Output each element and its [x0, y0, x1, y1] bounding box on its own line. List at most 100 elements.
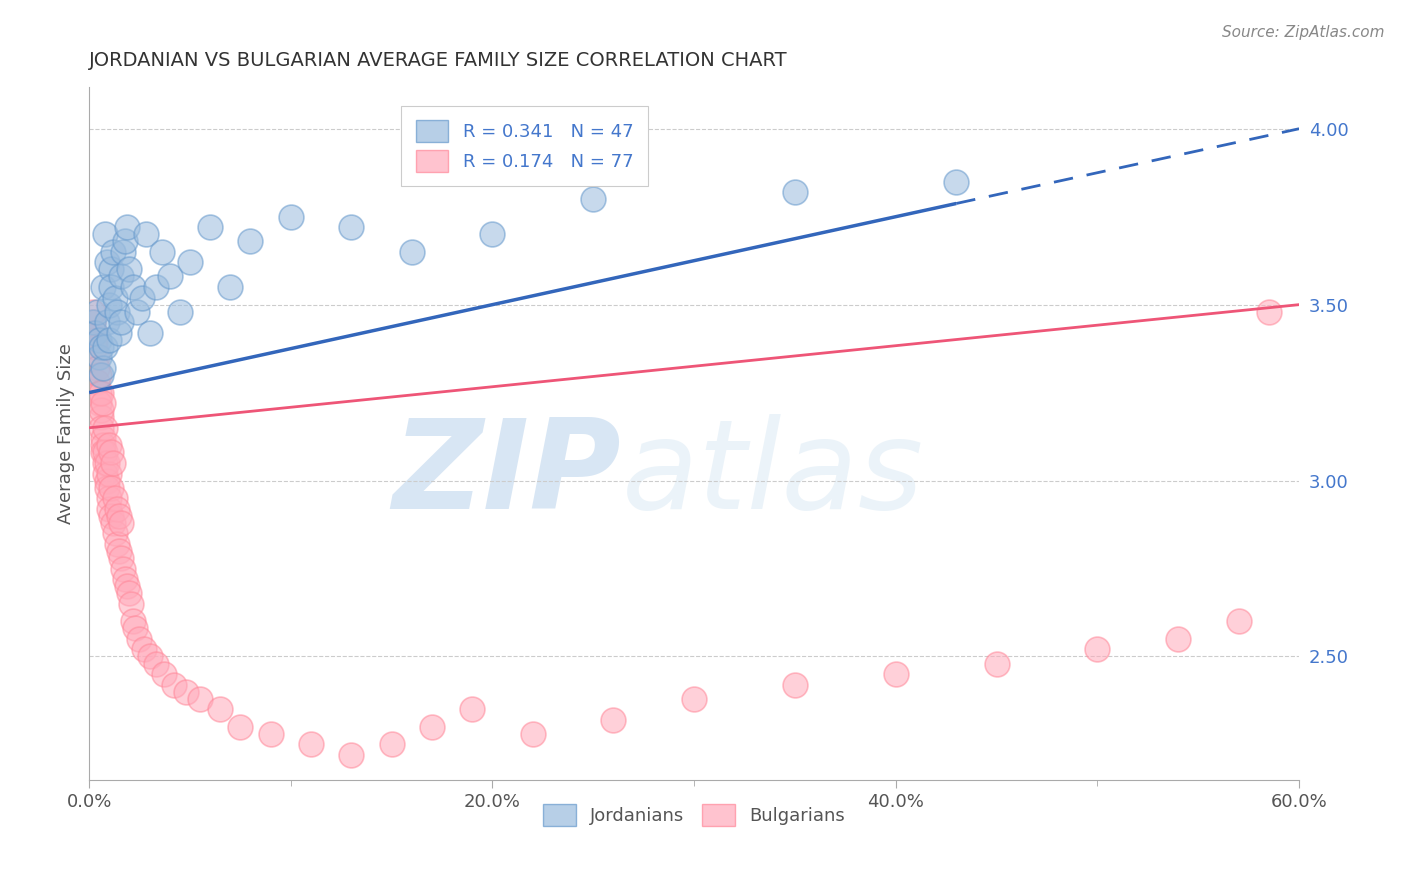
Point — [104, 291, 127, 305]
Point — [114, 235, 136, 249]
Point — [90, 368, 112, 382]
Legend: Jordanians, Bulgarians: Jordanians, Bulgarians — [536, 797, 852, 833]
Point — [100, 508, 122, 523]
Point — [94, 445, 117, 459]
Point — [94, 467, 117, 481]
Point — [108, 544, 131, 558]
Point — [103, 456, 125, 470]
Text: ZIP: ZIP — [392, 414, 621, 535]
Point — [80, 326, 103, 340]
Point — [219, 280, 242, 294]
Point — [110, 551, 132, 566]
Point — [150, 244, 173, 259]
Point — [105, 501, 128, 516]
Point — [122, 615, 145, 629]
Point — [98, 438, 121, 452]
Point — [96, 255, 118, 269]
Point — [90, 403, 112, 417]
Point — [461, 702, 484, 716]
Point — [1257, 304, 1279, 318]
Point — [239, 235, 262, 249]
Point — [114, 572, 136, 586]
Point — [986, 657, 1008, 671]
Point — [120, 597, 142, 611]
Point — [159, 269, 181, 284]
Point — [98, 333, 121, 347]
Point — [82, 304, 104, 318]
Point — [1087, 642, 1109, 657]
Point — [188, 691, 211, 706]
Point — [340, 747, 363, 762]
Point — [94, 227, 117, 242]
Point — [110, 516, 132, 530]
Point — [105, 537, 128, 551]
Point — [84, 340, 107, 354]
Point — [259, 727, 281, 741]
Point — [117, 579, 139, 593]
Y-axis label: Average Family Size: Average Family Size — [58, 343, 75, 524]
Point — [91, 280, 114, 294]
Point — [86, 304, 108, 318]
Point — [89, 396, 111, 410]
Point — [96, 315, 118, 329]
Point — [138, 326, 160, 340]
Point — [481, 227, 503, 242]
Point — [100, 280, 122, 294]
Point — [105, 304, 128, 318]
Point — [90, 385, 112, 400]
Point — [118, 586, 141, 600]
Point — [96, 456, 118, 470]
Point — [82, 315, 104, 329]
Point — [94, 456, 117, 470]
Point — [110, 315, 132, 329]
Point — [91, 445, 114, 459]
Point — [89, 351, 111, 365]
Point — [127, 304, 149, 318]
Point — [128, 632, 150, 646]
Point — [174, 684, 197, 698]
Point — [420, 720, 443, 734]
Point — [112, 561, 135, 575]
Point — [118, 262, 141, 277]
Point — [124, 621, 146, 635]
Point — [340, 220, 363, 235]
Point — [91, 396, 114, 410]
Point — [401, 244, 423, 259]
Point — [299, 738, 322, 752]
Point — [209, 702, 232, 716]
Point — [122, 280, 145, 294]
Point — [104, 526, 127, 541]
Point — [90, 410, 112, 425]
Text: Source: ZipAtlas.com: Source: ZipAtlas.com — [1222, 25, 1385, 40]
Point — [945, 174, 967, 188]
Point — [98, 298, 121, 312]
Point — [169, 304, 191, 318]
Point — [96, 481, 118, 495]
Point — [179, 255, 201, 269]
Point — [163, 678, 186, 692]
Point — [783, 678, 806, 692]
Point — [91, 361, 114, 376]
Point — [98, 501, 121, 516]
Point — [131, 291, 153, 305]
Point — [135, 227, 157, 242]
Point — [602, 713, 624, 727]
Point — [145, 657, 167, 671]
Point — [84, 333, 107, 347]
Point — [110, 269, 132, 284]
Point — [103, 244, 125, 259]
Point — [103, 516, 125, 530]
Point — [145, 280, 167, 294]
Point — [108, 508, 131, 523]
Point — [89, 385, 111, 400]
Point — [229, 720, 252, 734]
Point — [86, 361, 108, 376]
Point — [89, 368, 111, 382]
Point — [82, 315, 104, 329]
Point — [138, 649, 160, 664]
Point — [100, 445, 122, 459]
Point — [98, 491, 121, 505]
Point — [100, 481, 122, 495]
Point — [84, 326, 107, 340]
Point — [1167, 632, 1189, 646]
